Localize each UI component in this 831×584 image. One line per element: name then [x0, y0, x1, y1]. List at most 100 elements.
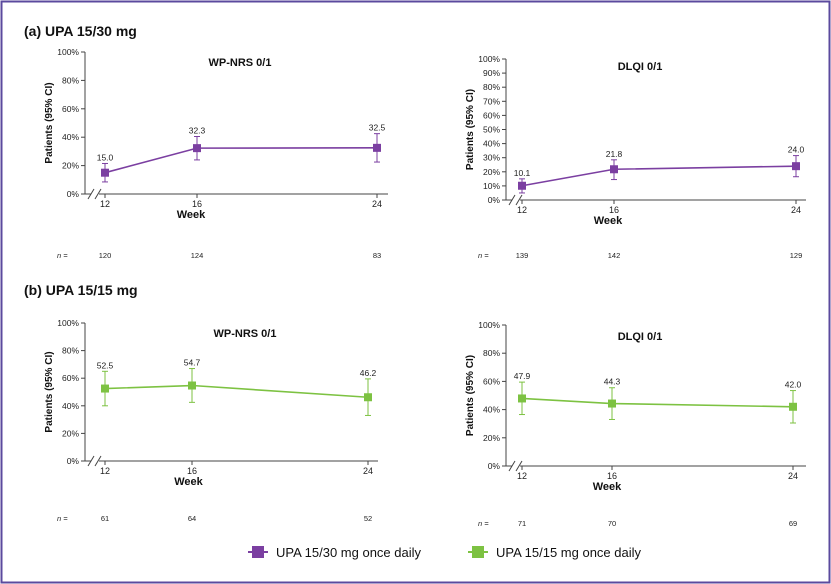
- chart-title: DLQI 0/1: [618, 61, 663, 73]
- x-axis-label: Week: [174, 476, 203, 488]
- data-point: [193, 144, 201, 153]
- x-axis-label: Week: [593, 481, 622, 493]
- data-label: 10.1: [514, 168, 531, 178]
- n-value: 124: [191, 251, 204, 260]
- chart-dlqi-upa-15-15: DLQI 0/1 0% 20% 40% 60% 80% 100% Patients (95% …: [465, 320, 806, 528]
- x-axis-label: Week: [594, 215, 623, 227]
- n-value: 61: [101, 514, 109, 523]
- x-axis-label: Week: [177, 209, 206, 221]
- y-tick-label: 100%: [57, 318, 79, 328]
- n-label: n =: [478, 251, 489, 260]
- y-tick-label: 80%: [483, 82, 500, 92]
- data-label: 32.3: [189, 125, 206, 135]
- x-tick-label: 16: [607, 471, 617, 481]
- y-tick-label: 0%: [488, 461, 501, 471]
- x-tick-label: 12: [517, 471, 527, 481]
- x-tick-label: 24: [372, 199, 382, 209]
- legend-purple-label: UPA 15/30 mg once daily: [276, 545, 422, 560]
- axis-break: [87, 455, 95, 467]
- x-tick-label: 12: [100, 199, 110, 209]
- y-tick-label: 100%: [478, 320, 500, 330]
- data-label: 47.9: [514, 371, 531, 381]
- x-tick-label: 24: [363, 466, 373, 476]
- data-label: 21.8: [606, 149, 623, 159]
- data-label: 52.5: [97, 360, 114, 370]
- n-label: n =: [57, 251, 68, 260]
- data-label: 54.7: [184, 358, 201, 368]
- y-tick-label: 20%: [62, 428, 79, 438]
- y-tick-label: 70%: [483, 96, 500, 106]
- y-tick-label: 0%: [67, 189, 80, 199]
- data-point: [608, 399, 616, 408]
- chart-dlqi-upa-15-30: DLQI 0/1 0% 10% 20% 30% 40% 50% 60% 70% 80% 90% 100…: [465, 54, 806, 260]
- axis-break: [87, 188, 95, 200]
- chart-wpnrs-upa-15-15: WP-NRS 0/1 0% 20% 40% 60% 80% 100% Patients (95…: [44, 318, 378, 523]
- y-tick-label: 20%: [483, 167, 500, 177]
- chart-title: WP-NRS 0/1: [214, 328, 277, 340]
- data-point: [518, 181, 526, 190]
- data-point: [789, 402, 797, 411]
- data-label: 32.5: [369, 123, 386, 133]
- y-tick-label: 100%: [57, 47, 79, 57]
- y-axis-label: Patients (95% CI): [465, 89, 476, 170]
- y-tick-label: 80%: [62, 75, 79, 85]
- axis-break: [515, 460, 523, 472]
- chart-title: DLQI 0/1: [618, 331, 663, 343]
- chart-title: WP-NRS 0/1: [209, 57, 272, 69]
- y-tick-label: 60%: [483, 376, 500, 386]
- axis-break: [94, 455, 102, 467]
- n-value: 52: [364, 514, 372, 523]
- x-tick-label: 12: [517, 205, 527, 215]
- data-point: [364, 393, 372, 402]
- section-title-a: (a) UPA 15/30 mg: [24, 23, 137, 39]
- axis-break: [508, 460, 516, 472]
- y-tick-label: 40%: [62, 132, 79, 142]
- x-tick-label: 12: [100, 466, 110, 476]
- y-tick-label: 80%: [62, 346, 79, 356]
- y-tick-label: 60%: [483, 110, 500, 120]
- data-label: 46.2: [360, 368, 377, 378]
- n-value: 129: [790, 251, 803, 260]
- n-value: 70: [608, 519, 616, 528]
- legend: UPA 15/30 mg once daily UPA 15/15 mg onc…: [248, 545, 642, 560]
- n-label: n =: [57, 514, 68, 523]
- y-tick-label: 20%: [62, 161, 79, 171]
- y-tick-label: 50%: [483, 125, 500, 135]
- data-label: 42.0: [785, 380, 802, 390]
- n-value: 142: [608, 251, 621, 260]
- data-point: [373, 143, 381, 152]
- data-label: 24.0: [788, 145, 805, 155]
- n-value: 139: [516, 251, 529, 260]
- y-axis-label: Patients (95% CI): [465, 355, 476, 436]
- x-tick-label: 16: [192, 199, 202, 209]
- y-tick-label: 0%: [67, 456, 80, 466]
- x-tick-label: 24: [788, 471, 798, 481]
- data-point: [101, 384, 109, 393]
- x-tick-label: 16: [187, 466, 197, 476]
- y-tick-label: 90%: [483, 68, 500, 78]
- axis-break: [94, 188, 102, 200]
- n-value: 64: [188, 514, 196, 523]
- n-value: 120: [99, 251, 112, 260]
- axis-break: [508, 194, 516, 206]
- y-tick-label: 30%: [483, 153, 500, 163]
- n-value: 71: [518, 519, 526, 528]
- legend-green-marker: [472, 546, 484, 558]
- y-tick-label: 60%: [62, 104, 79, 114]
- y-tick-label: 20%: [483, 433, 500, 443]
- data-label: 44.3: [604, 377, 621, 387]
- data-point: [792, 162, 800, 171]
- data-point: [101, 168, 109, 177]
- y-tick-label: 100%: [478, 54, 500, 64]
- n-value: 69: [789, 519, 797, 528]
- data-point: [518, 394, 526, 403]
- data-label: 15.0: [97, 152, 114, 162]
- n-value: 83: [373, 251, 381, 260]
- data-point: [188, 381, 196, 390]
- y-tick-label: 40%: [483, 139, 500, 149]
- y-tick-label: 0%: [488, 195, 501, 205]
- y-tick-label: 10%: [483, 181, 500, 191]
- data-point: [610, 165, 618, 174]
